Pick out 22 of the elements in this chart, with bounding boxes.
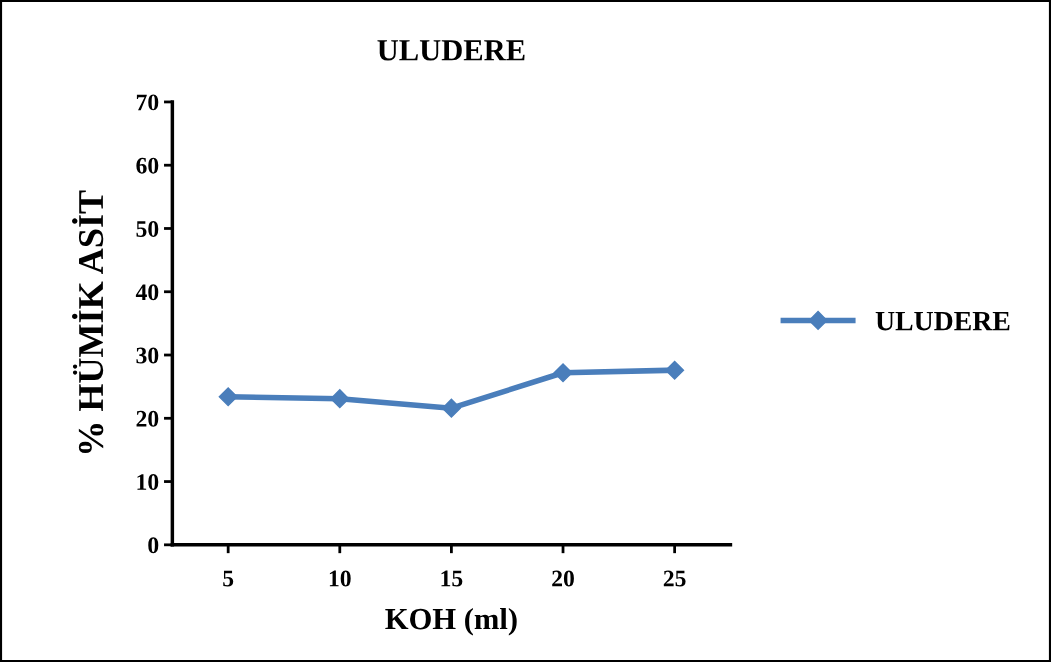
point (665, 360, 685, 380)
y-tick-label: 60 (136, 157, 159, 174)
x-tick-label: 15 (441, 570, 463, 587)
point (553, 363, 573, 383)
y-axis-title: % HÜMİK ASİT (72, 190, 104, 454)
y-tick-label: 50 (136, 220, 159, 237)
x-tick-label: 5 (223, 570, 234, 587)
y-tick-label: 40 (135, 284, 159, 301)
point (330, 389, 350, 409)
y-tick-label: 0 (148, 537, 159, 554)
y-tick-label: 20 (136, 410, 159, 427)
point (218, 387, 238, 407)
legend-label: ULUDERE (875, 311, 1010, 331)
x-tick-label: 25 (663, 570, 686, 587)
x-axis-title: KOH (ml) (385, 607, 517, 636)
x-tick-label: 20 (552, 570, 574, 587)
y-tick-label: 70 (136, 94, 159, 111)
point (441, 398, 461, 418)
chart-title: ULUDERE (377, 40, 525, 61)
y-tick-label: 30 (136, 347, 159, 364)
y-tick-label: 10 (137, 474, 159, 490)
x-tick-label: 10 (329, 570, 351, 587)
